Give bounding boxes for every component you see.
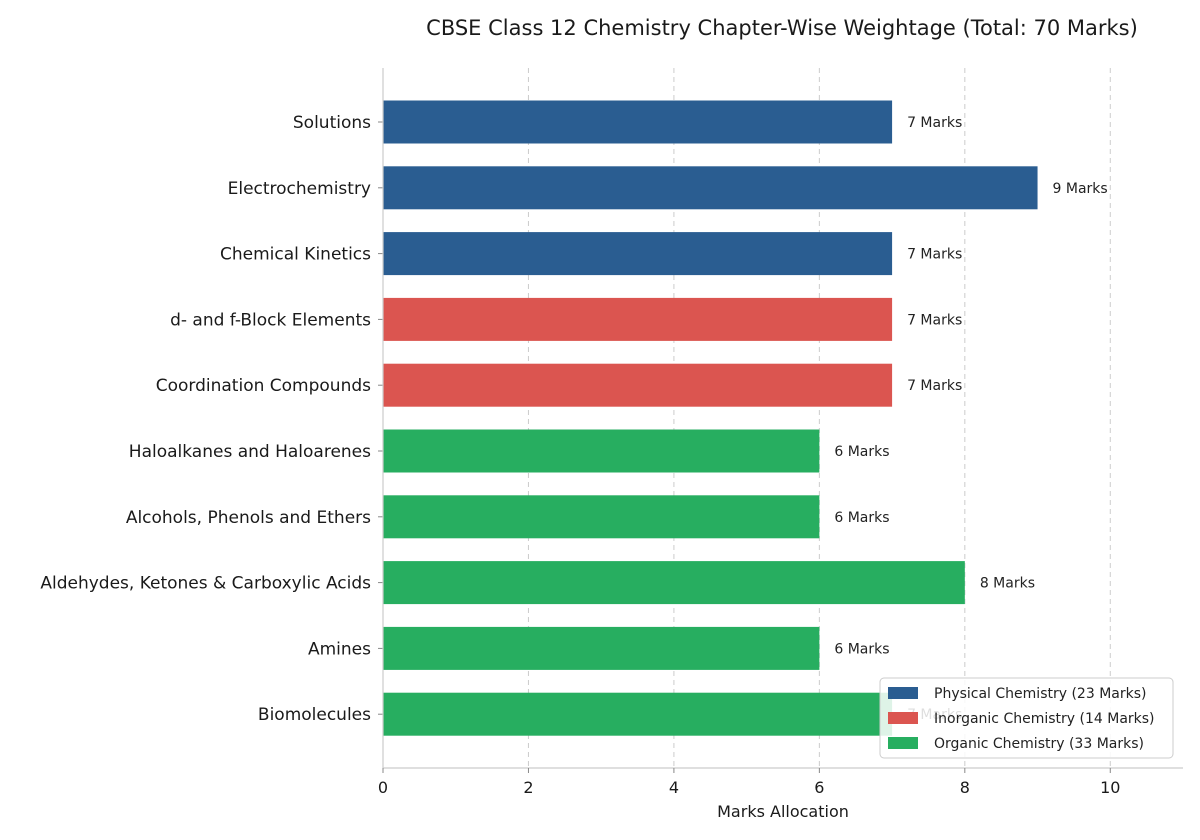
y-tick-labels: Solutions Electrochemistry Chemical Kineti… xyxy=(40,113,383,725)
legend-swatch xyxy=(888,712,918,724)
y-tick-label: Alcohols, Phenols and Ethers xyxy=(126,508,371,528)
legend-label: Organic Chemistry (33 Marks) xyxy=(934,736,1144,752)
x-tick-label: 0 xyxy=(378,778,388,797)
data-label: 9 Marks xyxy=(1053,181,1108,197)
bar xyxy=(383,363,893,407)
y-tick-label: Amines xyxy=(308,639,371,659)
x-tick-label: 6 xyxy=(814,778,824,797)
legend: Physical Chemistry (23 Marks) Inorganic C… xyxy=(879,677,1174,759)
data-label: 7 Marks xyxy=(907,115,962,131)
y-tick-label: Chemical Kinetics xyxy=(220,245,371,265)
x-tick-label: 4 xyxy=(669,778,679,797)
data-label: 7 Marks xyxy=(907,312,962,328)
bars xyxy=(383,100,1038,736)
y-tick-label: Solutions xyxy=(293,113,371,133)
y-tick-label: Aldehydes, Ketones & Carboxylic Acids xyxy=(40,574,371,594)
x-axis-label: Marks Allocation xyxy=(717,802,849,821)
data-label: 6 Marks xyxy=(834,641,889,657)
x-tick-label: 8 xyxy=(960,778,970,797)
x-tick-label: 10 xyxy=(1100,778,1120,797)
bar xyxy=(383,626,820,670)
bar xyxy=(383,561,965,605)
legend-swatch xyxy=(888,687,918,699)
bar xyxy=(383,692,893,736)
data-label: 7 Marks xyxy=(907,247,962,263)
legend-label: Inorganic Chemistry (14 Marks) xyxy=(934,711,1155,727)
legend-label: Physical Chemistry (23 Marks) xyxy=(934,686,1146,702)
bar xyxy=(383,166,1038,210)
y-tick-label: Coordination Compounds xyxy=(156,376,371,396)
y-tick-label: d- and f-Block Elements xyxy=(170,310,371,330)
data-label: 8 Marks xyxy=(980,576,1035,592)
bar xyxy=(383,495,820,539)
legend-frame xyxy=(879,677,1174,759)
x-tick-labels: 0 2 4 6 8 10 xyxy=(378,768,1120,797)
bar xyxy=(383,429,820,473)
data-label: 6 Marks xyxy=(834,444,889,460)
data-label: 7 Marks xyxy=(907,378,962,394)
bar xyxy=(383,297,893,341)
x-tick-label: 2 xyxy=(523,778,533,797)
chart-title: CBSE Class 12 Chemistry Chapter-Wise Wei… xyxy=(426,16,1138,40)
y-tick-label: Electrochemistry xyxy=(228,179,371,199)
bar xyxy=(383,100,893,144)
y-tick-label: Biomolecules xyxy=(258,705,371,725)
y-tick-label: Haloalkanes and Haloarenes xyxy=(129,442,371,462)
data-label: 6 Marks xyxy=(834,510,889,526)
bar xyxy=(383,232,893,276)
legend-swatch xyxy=(888,737,918,749)
